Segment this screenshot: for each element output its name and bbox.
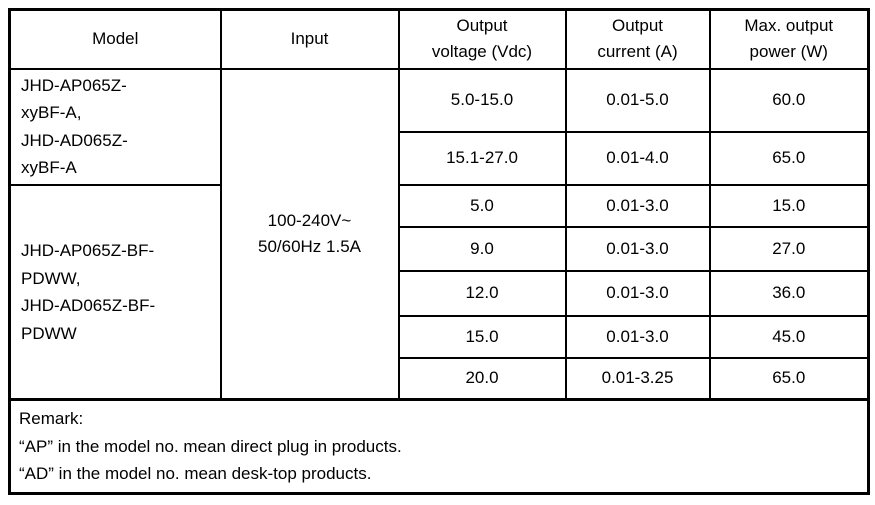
remark-row: Remark: “AP” in the model no. mean direc… <box>8 398 870 495</box>
power-cell: 27.0 <box>708 225 870 272</box>
current-cell: 0.01-3.0 <box>564 314 711 359</box>
voltage-cell: 5.0-15.0 <box>397 67 567 134</box>
voltage-cell: 5.0 <box>397 183 567 228</box>
col-header-max-power: Max. output power (W) <box>708 8 870 70</box>
table-row: JHD-AP065Z- xyBF-A, JHD-AD065Z- xyBF-A 1… <box>8 67 870 401</box>
table-row: 15.1-27.0 0.01-4.0 65.0 <box>10 131 870 186</box>
col-header-output-voltage: Output voltage (Vdc) <box>397 8 567 70</box>
model-group-1-cell: JHD-AP065Z- xyBF-A, JHD-AD065Z- xyBF-A <box>8 67 222 186</box>
table-row: JHD-AP065Z-BF- PDWW, JHD-AD065Z-BF- PDWW… <box>8 183 870 401</box>
input-spec-cell: 100-240V~ 50/60Hz 1.5A <box>219 67 400 401</box>
power-cell: 65.0 <box>708 356 870 401</box>
col-header-input: Input <box>219 8 400 70</box>
current-cell: 0.01-3.0 <box>564 269 711 317</box>
header-row: Model Input Output voltage (Vdc) Output … <box>8 8 870 70</box>
power-cell: 60.0 <box>708 67 870 134</box>
col-header-model: Model <box>8 8 222 70</box>
voltage-cell: 9.0 <box>397 225 567 272</box>
current-cell: 0.01-3.0 <box>564 225 711 272</box>
table-row: 20.0 0.01-3.25 65.0 <box>10 356 870 401</box>
voltage-cell: 15.1-27.0 <box>397 131 567 186</box>
power-cell: 15.0 <box>708 183 870 228</box>
remark-cell: Remark: “AP” in the model no. mean direc… <box>8 398 870 495</box>
spec-table: Model Input Output voltage (Vdc) Output … <box>8 8 870 495</box>
current-cell: 0.01-3.25 <box>564 356 711 401</box>
power-cell: 45.0 <box>708 314 870 359</box>
current-cell: 0.01-3.0 <box>564 183 711 228</box>
model-group-2-cell: JHD-AP065Z-BF- PDWW, JHD-AD065Z-BF- PDWW <box>8 183 222 401</box>
power-cell: 65.0 <box>708 131 870 186</box>
col-header-output-current: Output current (A) <box>564 8 711 70</box>
voltage-cell: 12.0 <box>397 269 567 317</box>
current-cell: 0.01-5.0 <box>564 67 711 134</box>
table-row: 9.0 0.01-3.0 27.0 <box>10 225 870 272</box>
voltage-cell: 20.0 <box>397 356 567 401</box>
power-cell: 36.0 <box>708 269 870 317</box>
voltage-cell: 15.0 <box>397 314 567 359</box>
table-row: 12.0 0.01-3.0 36.0 <box>10 269 870 317</box>
current-cell: 0.01-4.0 <box>564 131 711 186</box>
table-row: 15.0 0.01-3.0 45.0 <box>10 314 870 359</box>
